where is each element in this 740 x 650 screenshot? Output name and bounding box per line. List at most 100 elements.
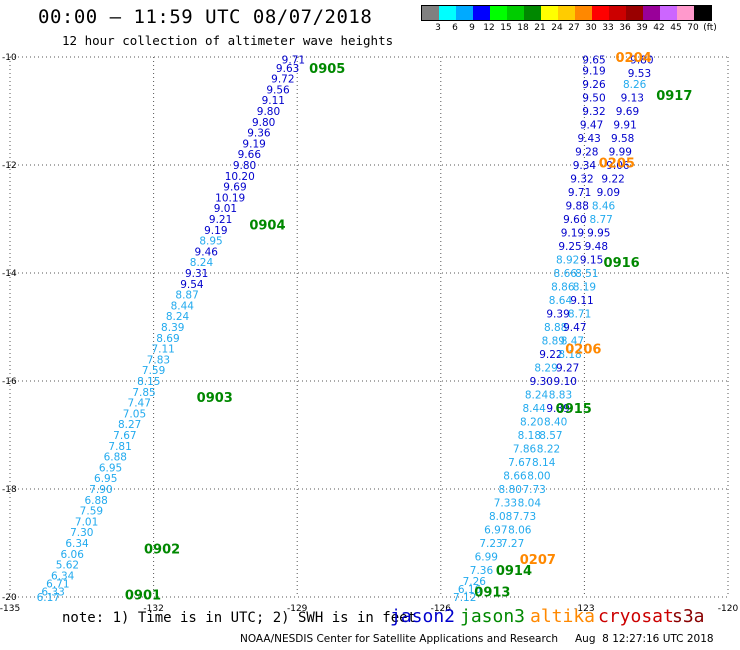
- color-tick-label: 6: [452, 23, 458, 33]
- data-point-label: 8.46: [592, 201, 616, 213]
- data-point-label: 6.17: [37, 592, 60, 604]
- color-tick-label: 18: [517, 23, 529, 33]
- data-point-label: 6.71: [46, 579, 69, 591]
- time-label: 0903: [197, 391, 233, 406]
- data-point-label: 9.72: [271, 74, 294, 86]
- data-point-label: 8.80: [499, 484, 522, 496]
- data-point-label: 6.88: [104, 452, 127, 464]
- data-point-label: 9.09: [597, 187, 620, 199]
- data-point-label: 7.73: [522, 484, 545, 496]
- data-point-label: 7.73: [513, 511, 536, 523]
- x-tick-label: -126: [431, 604, 452, 614]
- data-point-label: 6.88: [84, 495, 107, 507]
- data-point-label: 9.22: [539, 349, 562, 361]
- time-label: 0913: [474, 586, 510, 601]
- time-label: 0902: [144, 542, 180, 557]
- data-point-label: 8.88: [544, 322, 567, 334]
- data-point-label: 9.10: [554, 376, 577, 388]
- data-point-label: 7.59: [80, 506, 103, 518]
- data-point-label: 9.47: [580, 120, 603, 132]
- data-point-label: 7.30: [70, 527, 93, 539]
- color-swatch: [677, 6, 694, 20]
- data-point-label: 6.34: [65, 538, 89, 550]
- data-point-label: 8.26: [623, 79, 647, 91]
- data-point-label: 8.66: [503, 471, 527, 483]
- y-tick-label: -12: [2, 161, 17, 171]
- color-tick-label: 27: [568, 23, 580, 33]
- data-point-label: 7.27: [501, 538, 524, 550]
- color-swatch: [473, 6, 490, 20]
- data-point-label: 9.53: [628, 68, 651, 80]
- y-tick-label: -16: [2, 377, 17, 387]
- x-tick-label: -129: [287, 604, 308, 614]
- data-point-label: 8.18: [558, 349, 581, 361]
- data-point-label: 6.16: [458, 584, 482, 596]
- data-point-label: 8.44: [171, 300, 195, 312]
- data-point-label: 9.88: [566, 201, 589, 213]
- data-point-label: 7.36: [470, 565, 494, 577]
- satellite-label-cryosat: cryosat: [598, 606, 674, 627]
- time-label: 0914: [496, 564, 532, 579]
- y-tick-label: -20: [2, 593, 17, 603]
- color-swatch: [507, 6, 524, 20]
- x-tick-label: -135: [0, 604, 20, 614]
- color-tick-label: 3: [435, 23, 441, 33]
- color-swatch: [541, 6, 558, 20]
- data-point-label: 7.05: [123, 408, 146, 420]
- time-label: 0916: [604, 256, 640, 271]
- color-swatch: [660, 6, 677, 20]
- data-point-label: 9.47: [563, 322, 586, 334]
- data-point-label: 9.69: [616, 106, 639, 118]
- data-point-label: 8.22: [537, 444, 560, 456]
- color-legend: 3 6 9 12 15 18 21 24 27 30 33 36 39 42 45 70 (ft): [421, 5, 717, 35]
- data-point-label: 9.06: [606, 160, 630, 172]
- data-point-label: 9.30: [530, 376, 553, 388]
- y-tick-label: -10: [2, 53, 17, 63]
- page-title: 00:00 – 11:59 UTC 08/07/2018: [38, 6, 373, 28]
- time-label: 0206: [565, 343, 601, 358]
- data-point-label: 6.33: [41, 587, 64, 599]
- satellite-label-jason3: jason3: [460, 606, 526, 627]
- data-point-label: 8.19: [573, 282, 596, 294]
- data-point-label: 6.95: [99, 462, 122, 474]
- data-point-label: 9.11: [570, 295, 593, 307]
- color-swatch: [524, 6, 541, 20]
- data-point-label: 6.06: [61, 549, 85, 561]
- color-tick-label: 12: [483, 23, 495, 33]
- data-point-label: 8.27: [118, 419, 141, 431]
- data-point-label: 9.48: [585, 241, 608, 253]
- data-point-label: 7.11: [151, 344, 174, 356]
- color-tick-label: 45: [670, 23, 682, 33]
- color-tick-label: 33: [602, 23, 614, 33]
- color-tick-label: 15: [500, 23, 512, 33]
- data-point-label: 6.97: [484, 525, 507, 537]
- data-point-label: 8.24: [525, 390, 549, 402]
- data-point-label: 9.39: [546, 309, 569, 321]
- time-label: 0204: [616, 51, 652, 66]
- data-point-label: 9.11: [262, 95, 285, 107]
- data-point-label: 9.19: [561, 228, 584, 240]
- data-point-label: 8.66: [554, 268, 578, 280]
- color-tick-label: 24: [551, 23, 563, 33]
- time-label: 0904: [249, 218, 285, 233]
- color-tick-label: 42: [653, 23, 665, 33]
- x-tick-label: -123: [574, 604, 594, 614]
- data-point-label: 9.63: [276, 63, 299, 75]
- data-point-label: 8.14: [532, 457, 556, 469]
- data-point-label: 9.80: [630, 55, 653, 67]
- color-swatch: [439, 6, 456, 20]
- data-point-label: 10.20: [225, 171, 255, 183]
- data-point-label: 9.60: [563, 214, 586, 226]
- data-point-label: 9.91: [613, 120, 636, 132]
- data-point-label: 9.28: [575, 147, 598, 159]
- chart-axes: -135 -132 -129 -126 -123 -120 -10 -12 -14 -16 -18 -…: [0, 53, 738, 614]
- data-point-label: 9.56: [266, 84, 290, 96]
- color-swatch: [490, 6, 507, 20]
- data-point-label: 9.27: [556, 363, 579, 375]
- data-point-label: 8.24: [166, 311, 190, 323]
- data-point-label: 8.87: [175, 290, 198, 302]
- data-point-label: 8.08: [489, 511, 512, 523]
- time-label: 0207: [520, 553, 556, 568]
- data-point-label: 8.00: [527, 471, 550, 483]
- data-point-label: 8.89: [542, 336, 565, 348]
